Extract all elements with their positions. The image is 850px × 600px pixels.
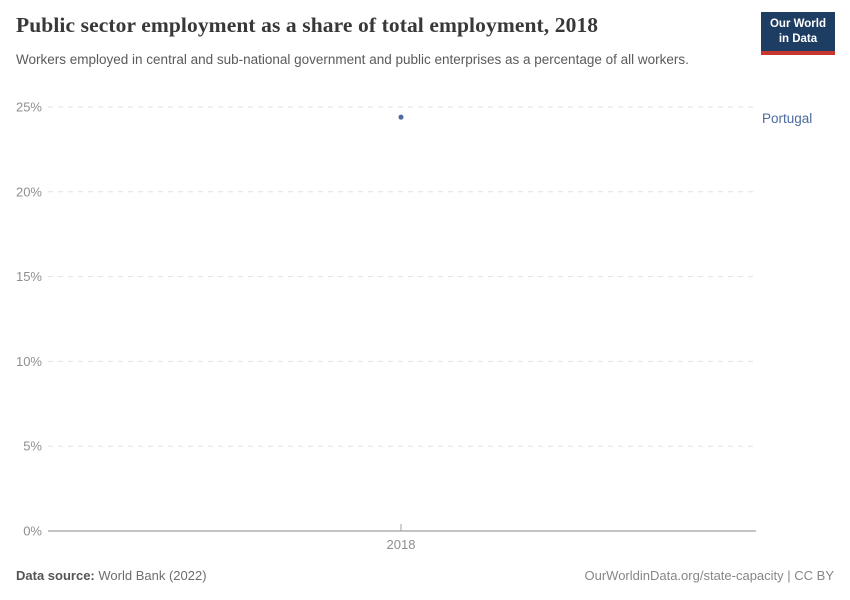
y-tick-label-15pct: 15%	[16, 269, 42, 284]
y-tick-label-0pct: 0%	[23, 524, 42, 539]
y-tick-label-5pct: 5%	[23, 439, 42, 454]
data-source-label: Data source:	[16, 568, 95, 583]
chart-footer: Data source: World Bank (2022) OurWorldi…	[16, 568, 834, 583]
owid-logo: Our World in Data	[760, 12, 835, 55]
footer-credit: OurWorldinData.org/state-capacity | CC B…	[584, 568, 834, 583]
owid-logo-line2: in Data	[778, 32, 818, 45]
owid-logo-line1: Our World	[769, 18, 826, 30]
data-point-portugal	[398, 114, 404, 120]
data-source-value: World Bank (2022)	[98, 568, 207, 583]
y-tick-label-20pct: 20%	[16, 184, 42, 199]
y-tick-label-25pct: 25%	[16, 100, 42, 115]
chart-subtitle: Workers employed in central and sub-nati…	[16, 52, 689, 67]
entity-label-portugal: Portugal	[762, 111, 812, 126]
y-tick-label-10pct: 10%	[16, 354, 42, 369]
chart-title: Public sector employment as a share of t…	[16, 13, 599, 37]
x-tick-label-2018: 2018	[387, 537, 416, 552]
data-source: Data source: World Bank (2022)	[16, 568, 207, 583]
